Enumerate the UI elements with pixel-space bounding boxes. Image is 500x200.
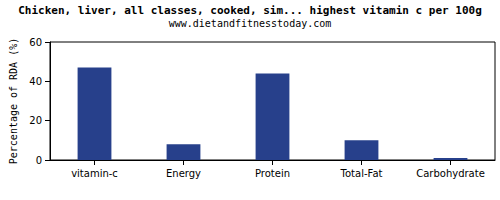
svg-text:60: 60 (29, 37, 42, 48)
svg-text:Chicken, liver, all classes, c: Chicken, liver, all classes, cooked, sim… (18, 4, 482, 17)
svg-text:Percentage of RDA (%): Percentage of RDA (%) (8, 38, 19, 164)
svg-text:20: 20 (29, 115, 42, 126)
svg-text:Carbohydrate: Carbohydrate (416, 168, 485, 179)
svg-text:40: 40 (29, 76, 42, 87)
svg-text:Total-Fat: Total-Fat (340, 168, 383, 179)
svg-text:vitamin-c: vitamin-c (71, 168, 118, 179)
svg-text:Energy: Energy (166, 168, 201, 179)
svg-text:Protein: Protein (255, 168, 290, 179)
svg-text:www.dietandfitnesstoday.com: www.dietandfitnesstoday.com (169, 18, 332, 29)
svg-text:0: 0 (36, 155, 42, 166)
